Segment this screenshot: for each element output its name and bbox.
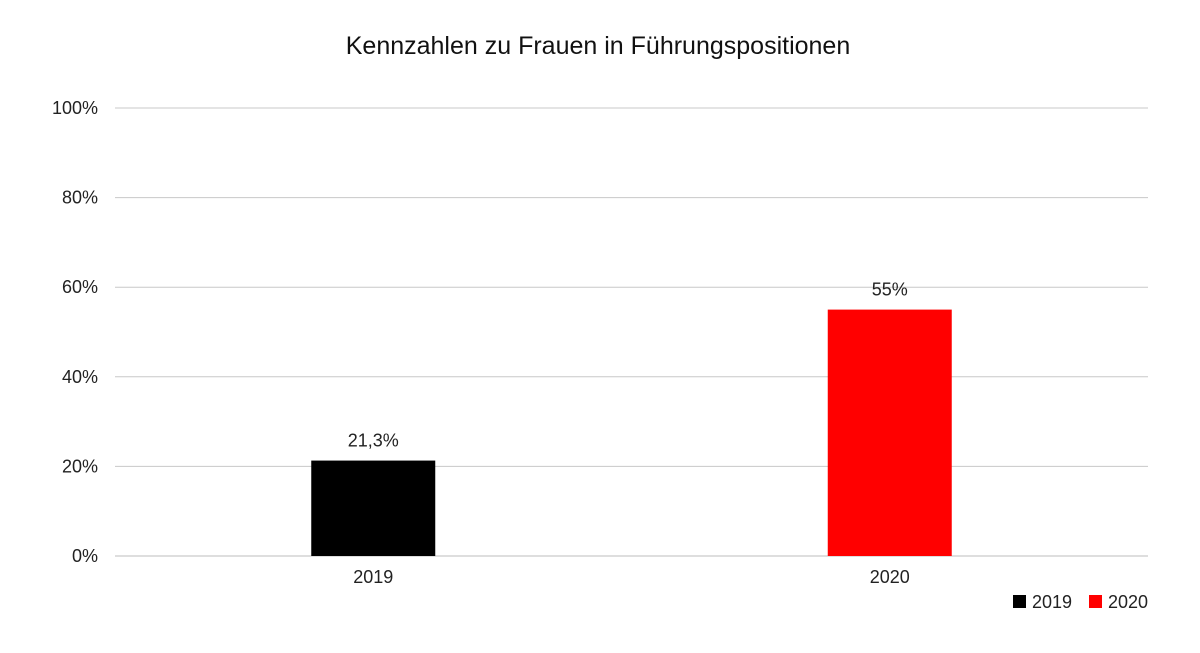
gridlines (115, 107, 1148, 557)
legend-label: 2019 (1032, 592, 1072, 612)
x-tick-label: 2020 (870, 567, 910, 587)
y-tick-label: 20% (62, 456, 98, 476)
x-tick-label: 2019 (353, 567, 393, 587)
legend-label: 2020 (1108, 592, 1148, 612)
data-label: 21,3% (348, 431, 399, 451)
y-tick-label: 60% (62, 277, 98, 297)
legend: 2019 2020 (1013, 592, 1148, 612)
legend-swatch-2020 (1089, 595, 1102, 608)
y-tick-label: 80% (62, 188, 98, 208)
bars (311, 309, 952, 556)
x-axis-ticks: 2019 2020 (353, 567, 910, 587)
bar-2019 (311, 460, 436, 556)
y-tick-label: 0% (72, 546, 98, 566)
y-axis-ticks: 0% 20% 40% 60% 80% 100% (52, 98, 98, 566)
y-tick-label: 40% (62, 367, 98, 387)
bar-2020 (827, 309, 952, 556)
data-label: 55% (872, 280, 908, 300)
y-tick-label: 100% (52, 98, 98, 118)
data-labels: 21,3% 55% (348, 280, 908, 451)
chart-title: Kennzahlen zu Frauen in Führungsposition… (346, 32, 851, 60)
legend-swatch-2019 (1013, 595, 1026, 608)
